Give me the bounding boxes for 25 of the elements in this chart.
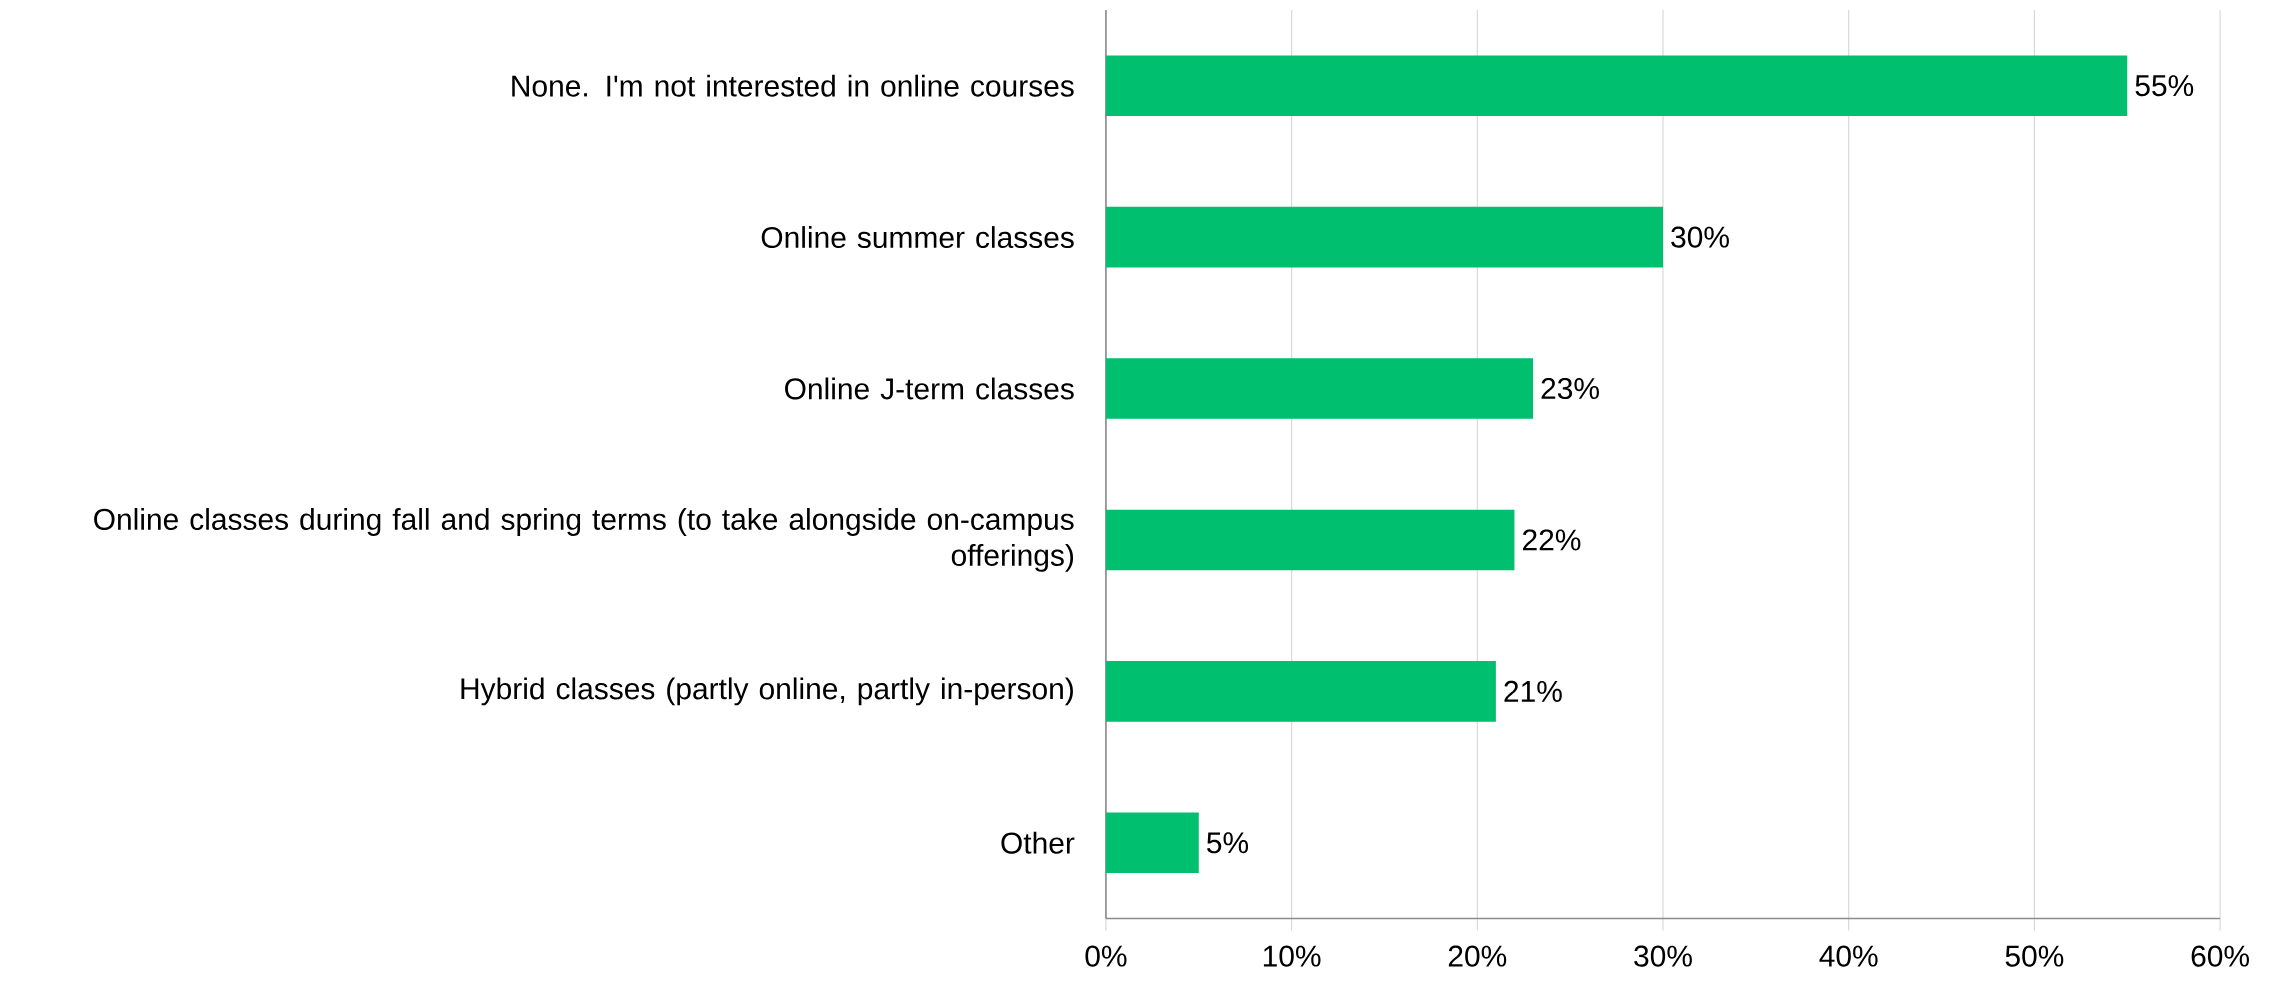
y-tick-label: Online classes during fall and spring terms (to take alongside on-campus offerings) [94,507,1074,572]
y-tick-label: Online summer classes [761,225,1074,248]
bar [1105,509,1515,571]
bar [1105,358,1534,419]
x-tick-label: 0% [1085,945,1127,967]
bar [1105,660,1496,722]
x-tick-label: 40% [1819,945,1878,967]
x-tick-label: 60% [2191,945,2249,967]
x-tick-label: 50% [2005,945,2064,967]
data-label: 30% [1671,226,1729,248]
data-label: 22% [1523,529,1581,551]
x-tick-label: 30% [1634,945,1692,967]
data-label: 55% [2135,74,2194,97]
y-tick-label: None. I'm not interested in online courses [512,74,1074,97]
y-tick-label: Hybrid classes (partly online, partly in-person) [461,677,1073,706]
bar [1105,812,1199,873]
data-label: 5% [1207,832,1249,854]
bar [1105,55,2128,116]
data-label: 21% [1504,680,1562,702]
bar [1105,206,1664,268]
data-label: 23% [1541,377,1599,399]
x-tick-label: 10% [1263,945,1321,967]
y-tick-label: Online J-term classes [785,377,1074,400]
y-tick-label: Other [1001,831,1075,854]
x-tick-label: 20% [1448,945,1507,967]
